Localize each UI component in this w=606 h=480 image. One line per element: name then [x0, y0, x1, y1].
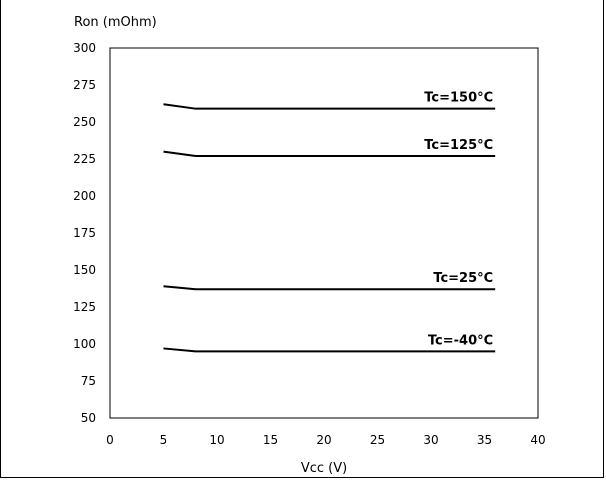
x-tick-label: 35	[477, 433, 492, 447]
series-line	[163, 285, 496, 291]
x-tick-label: 25	[370, 433, 385, 447]
x-tick-label: 5	[160, 433, 168, 447]
y-tick-label: 300	[73, 41, 96, 55]
y-tick-label: 150	[73, 263, 96, 277]
x-tick-label: 15	[263, 433, 278, 447]
y-axis-title: Ron (mOhm)	[74, 15, 157, 30]
series-line	[163, 150, 496, 158]
series-line	[163, 103, 496, 110]
y-tick-label: 200	[73, 189, 96, 203]
series-label: Tc=150°C	[424, 91, 493, 106]
x-tick-label: 40	[530, 433, 545, 447]
x-tick-label: 0	[106, 433, 114, 447]
series-label: Tc=-40°C	[428, 333, 493, 348]
series-line	[163, 347, 496, 353]
series-label: Tc=25°C	[433, 271, 493, 286]
x-axis-title: Vcc (V)	[301, 461, 347, 476]
x-tick-label: 10	[209, 433, 224, 447]
x-tick-label: 30	[423, 433, 438, 447]
y-tick-label: 225	[73, 152, 96, 166]
y-tick-label: 250	[73, 115, 96, 129]
y-tick-label: 50	[81, 411, 96, 425]
series-group: Tc=150°C Tc=125°C Tc=25°C Tc=-40°C	[163, 91, 496, 353]
y-tick-label: 125	[73, 300, 96, 314]
x-tick-label: 20	[316, 433, 331, 447]
y-tick-label: 175	[73, 226, 96, 240]
y-tick-label: 75	[81, 374, 96, 388]
y-tick-label: 100	[73, 337, 96, 351]
y-tick-label: 275	[73, 78, 96, 92]
tick-labels: 0 5 10 15 20 25 30 35 40 50 75 100 125 150 175 200 225 25…	[73, 41, 546, 447]
series-label: Tc=125°C	[424, 138, 493, 153]
